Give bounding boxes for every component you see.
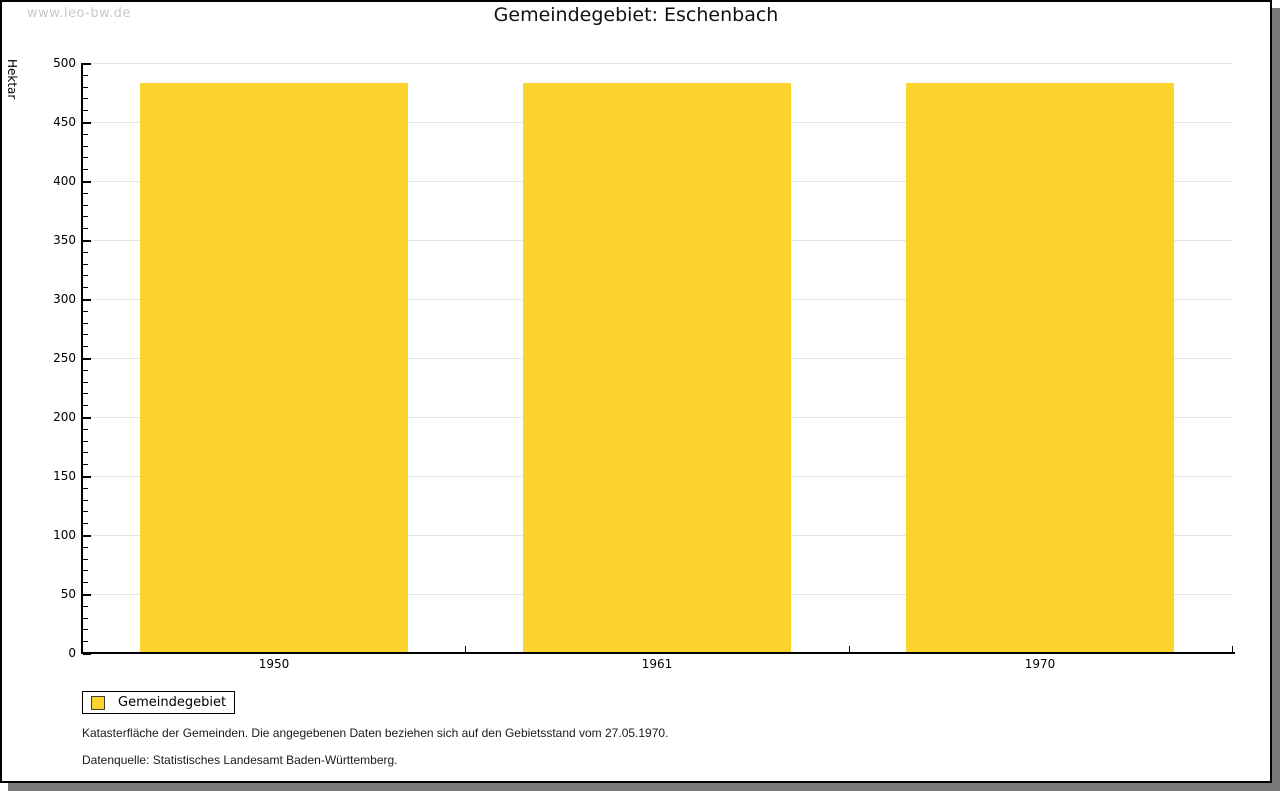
chart-title: Gemeindegebiet: Eschenbach [493, 4, 779, 26]
y-tick-minor [83, 323, 88, 324]
y-tick-major [83, 594, 91, 596]
y-tick-minor [83, 559, 88, 560]
y-tick-minor [83, 146, 88, 147]
y-axis-line [81, 63, 83, 654]
y-tick-minor [83, 641, 88, 642]
y-tick-minor [83, 500, 88, 501]
y-tick-major [83, 122, 91, 124]
gridline [83, 63, 1232, 64]
x-boundary-tick [849, 646, 850, 653]
y-tick-minor [83, 275, 88, 276]
y-tick-label: 300 [53, 292, 76, 306]
y-tick-major [83, 417, 91, 419]
y-tick-minor [83, 429, 88, 430]
y-tick-minor [83, 511, 88, 512]
x-tick-label: 1970 [1024, 657, 1056, 671]
y-tick-minor [83, 582, 88, 583]
legend-swatch-icon [91, 695, 105, 710]
bar-1961 [523, 83, 791, 653]
y-tick-major [83, 358, 91, 360]
y-tick-minor [83, 405, 88, 406]
y-tick-label: 350 [53, 233, 76, 247]
legend: Gemeindegebiet [82, 691, 235, 714]
note-datasource: Datenquelle: Statistisches Landesamt Bad… [82, 753, 398, 767]
y-tick-major [83, 63, 91, 65]
y-tick-minor [83, 370, 88, 371]
y-tick-minor [83, 75, 88, 76]
x-tick-label: 1950 [258, 657, 290, 671]
x-axis-line [81, 652, 1235, 654]
y-tick-minor [83, 311, 88, 312]
legend-label: Gemeindegebiet [118, 695, 227, 710]
y-tick-label: 50 [60, 587, 76, 601]
bar-1970 [906, 83, 1174, 653]
y-tick-major [83, 299, 91, 301]
y-tick-label: 250 [53, 351, 76, 365]
y-tick-minor [83, 393, 88, 394]
y-tick-minor [83, 134, 88, 135]
y-tick-minor [83, 110, 88, 111]
y-tick-minor [83, 452, 88, 453]
y-tick-label: 500 [53, 56, 76, 70]
y-tick-minor [83, 87, 88, 88]
y-tick-minor [83, 570, 88, 571]
y-tick-minor [83, 382, 88, 383]
y-tick-minor [83, 606, 88, 607]
y-tick-major [83, 240, 91, 242]
y-tick-label: 0 [68, 646, 76, 660]
y-tick-minor [83, 228, 88, 229]
y-tick-minor [83, 252, 88, 253]
y-tick-minor [83, 98, 88, 99]
y-tick-label: 200 [53, 410, 76, 424]
y-tick-minor [83, 157, 88, 158]
y-tick-minor [83, 205, 88, 206]
y-tick-minor [83, 264, 88, 265]
x-boundary-tick [1232, 646, 1233, 653]
y-tick-minor [83, 488, 88, 489]
y-tick-minor [83, 287, 88, 288]
y-tick-minor [83, 464, 88, 465]
y-tick-minor [83, 169, 88, 170]
y-tick-minor [83, 334, 88, 335]
y-tick-minor [83, 629, 88, 630]
y-tick-minor [83, 346, 88, 347]
y-tick-label: 150 [53, 469, 76, 483]
note-description: Katasterfläche der Gemeinden. Die angege… [82, 726, 669, 740]
y-tick-minor [83, 193, 88, 194]
y-tick-minor [83, 618, 88, 619]
y-tick-major [83, 535, 91, 537]
x-boundary-tick [465, 646, 466, 653]
y-tick-minor [83, 216, 88, 217]
y-tick-label: 400 [53, 174, 76, 188]
y-tick-label: 450 [53, 115, 76, 129]
y-tick-minor [83, 441, 88, 442]
y-tick-major [83, 653, 91, 655]
y-tick-minor [83, 547, 88, 548]
y-tick-minor [83, 523, 88, 524]
bar-1950 [140, 83, 408, 653]
x-tick-label: 1961 [641, 657, 673, 671]
y-tick-label: 100 [53, 528, 76, 542]
y-tick-major [83, 476, 91, 478]
y-axis-title: Hektar [5, 59, 19, 100]
y-tick-major [83, 181, 91, 183]
watermark: www.leo-bw.de [27, 6, 131, 21]
